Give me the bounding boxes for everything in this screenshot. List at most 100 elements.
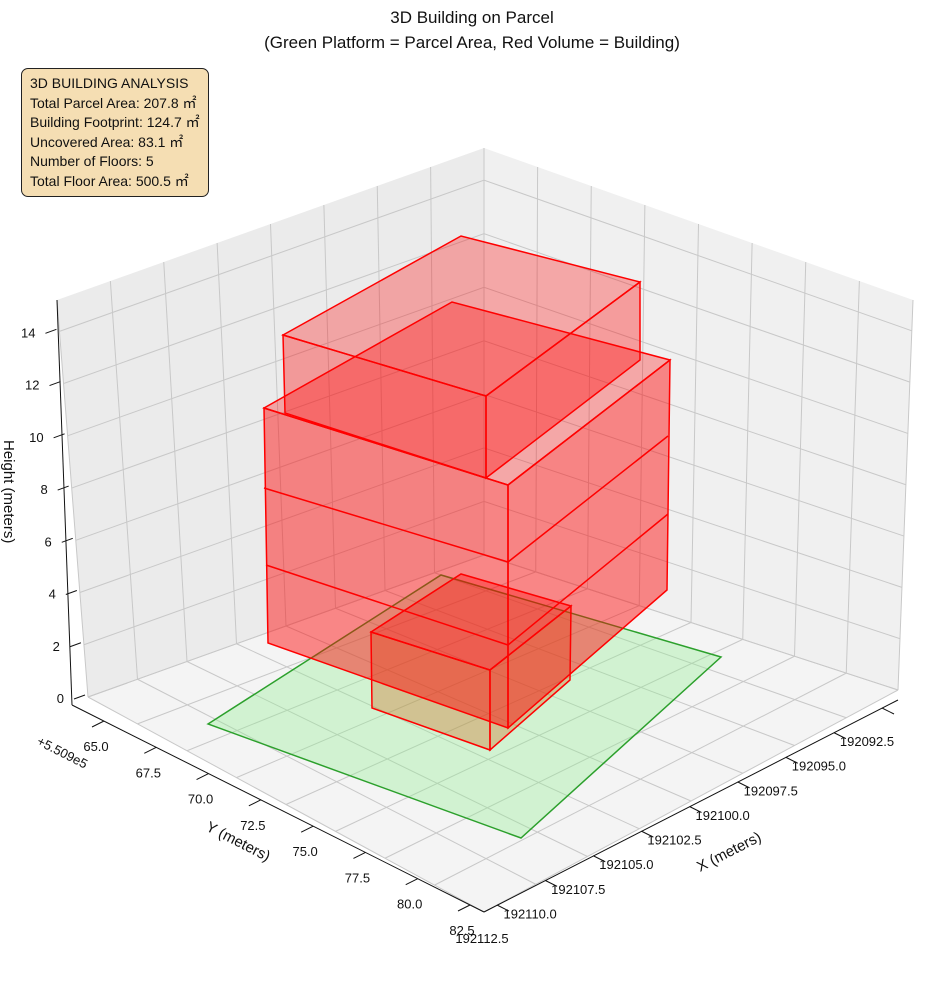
x-tick-label: 192110.0 — [503, 906, 556, 921]
y-tick — [91, 720, 105, 728]
x-axis-line — [483, 699, 899, 913]
gridline — [56, 299, 89, 698]
info-heading: 3D BUILDING ANALYSIS — [30, 75, 189, 91]
z-tick — [45, 328, 57, 334]
z-axis-label: Height (meters) — [0, 440, 17, 543]
gridline — [384, 590, 795, 746]
gridline — [323, 204, 336, 609]
gridline — [335, 638, 743, 832]
z-tick — [73, 694, 86, 700]
y-tick-label: 82.5 — [449, 923, 474, 938]
info-line: Uncovered Area: 83.1 ㎡ — [30, 133, 184, 150]
y-offset-label: +5.509e5 — [35, 733, 90, 771]
gridline — [163, 261, 188, 662]
building-face — [369, 573, 573, 671]
x-tick-label: 192107.5 — [551, 882, 605, 897]
x-tick-label: 192092.5 — [840, 734, 894, 749]
gridline — [483, 689, 899, 913]
y-tick — [457, 904, 471, 912]
y-tick-label: 67.5 — [136, 765, 161, 780]
z-tick-label: 8 — [40, 482, 47, 497]
z-axis-line — [56, 299, 73, 706]
x-tick-label: 192102.5 — [647, 833, 701, 848]
x-tick — [737, 781, 750, 789]
gridline — [376, 185, 386, 591]
gridline — [638, 204, 646, 606]
gridline — [83, 500, 901, 646]
gridline — [109, 280, 138, 680]
gridline — [384, 655, 795, 859]
y-tick-label: 80.0 — [397, 897, 422, 912]
z-tick-label: 12 — [25, 378, 39, 393]
gridline — [285, 625, 692, 802]
y-tick-label: 75.0 — [292, 844, 317, 859]
floor-line — [263, 435, 669, 563]
gridline — [690, 223, 699, 623]
gridline — [79, 447, 903, 593]
parcel-platform — [206, 574, 723, 839]
x-tick — [593, 855, 606, 863]
y-tick-label: 72.5 — [240, 818, 265, 833]
x-tick — [833, 732, 847, 740]
gridline — [434, 672, 847, 886]
z-tick — [69, 642, 82, 648]
info-line: Building Footprint: 124.7 ㎡ — [30, 114, 200, 130]
gridline — [535, 166, 539, 572]
x-tick-label: 192097.5 — [744, 783, 798, 798]
gridline — [794, 261, 807, 657]
gridline — [897, 299, 914, 691]
z-tick — [57, 485, 69, 491]
y-axis-line — [71, 704, 485, 913]
floor-line — [265, 513, 669, 646]
chart-subtitle: (Green Platform = Parcel Area, Red Volum… — [264, 33, 680, 52]
z-tick-label: 14 — [21, 325, 35, 340]
x-tick-label: 192095.0 — [792, 759, 846, 774]
floor-pane — [88, 555, 898, 912]
z-tick-label: 10 — [29, 430, 43, 445]
gridline — [59, 179, 912, 332]
z-tick-label: 2 — [53, 639, 60, 654]
y-tick-label: 77.5 — [345, 870, 370, 885]
y-tick — [248, 799, 262, 807]
info-line: Number of Floors: 5 — [30, 153, 154, 169]
y-tick — [353, 851, 366, 859]
building-face — [281, 235, 642, 397]
gridline — [67, 286, 909, 437]
x-tick — [881, 707, 895, 715]
x-tick — [641, 830, 654, 838]
gridline — [63, 233, 911, 385]
gridline — [71, 340, 907, 489]
x-tick — [544, 879, 558, 887]
y-tick — [144, 746, 157, 754]
z-tick — [49, 381, 61, 387]
gridline — [845, 280, 860, 674]
z-tick-label: 0 — [57, 691, 64, 706]
z-tick-label: 4 — [49, 587, 56, 602]
y-tick — [300, 825, 314, 833]
analysis-info-box: 3D BUILDING ANALYSIS Total Parcel Area: … — [21, 68, 209, 197]
y-tick — [405, 878, 418, 886]
gridline — [335, 607, 743, 774]
gridline — [742, 242, 753, 640]
x-tick — [496, 904, 510, 912]
info-line: Total Parcel Area: 207.8 ㎡ — [30, 94, 197, 111]
left-pane — [57, 148, 484, 697]
z-tick — [61, 537, 73, 543]
x-tick-label: 192112.5 — [455, 931, 508, 946]
y-tick-label: 70.0 — [188, 792, 213, 807]
chart-title: 3D Building on Parcel — [390, 8, 554, 27]
x-tick — [785, 756, 798, 764]
gridline — [434, 572, 847, 719]
x-tick-label: 192105.0 — [599, 857, 653, 872]
gridline — [270, 223, 287, 627]
info-line: Total Floor Area: 500.5 ㎡ — [30, 172, 189, 189]
z-tick-label: 6 — [45, 534, 52, 549]
right-pane — [484, 148, 913, 690]
gridline — [75, 393, 905, 541]
y-tick-label: 65.0 — [83, 739, 108, 754]
y-tick — [196, 773, 209, 781]
x-tick — [689, 806, 702, 813]
gridline — [430, 166, 435, 573]
